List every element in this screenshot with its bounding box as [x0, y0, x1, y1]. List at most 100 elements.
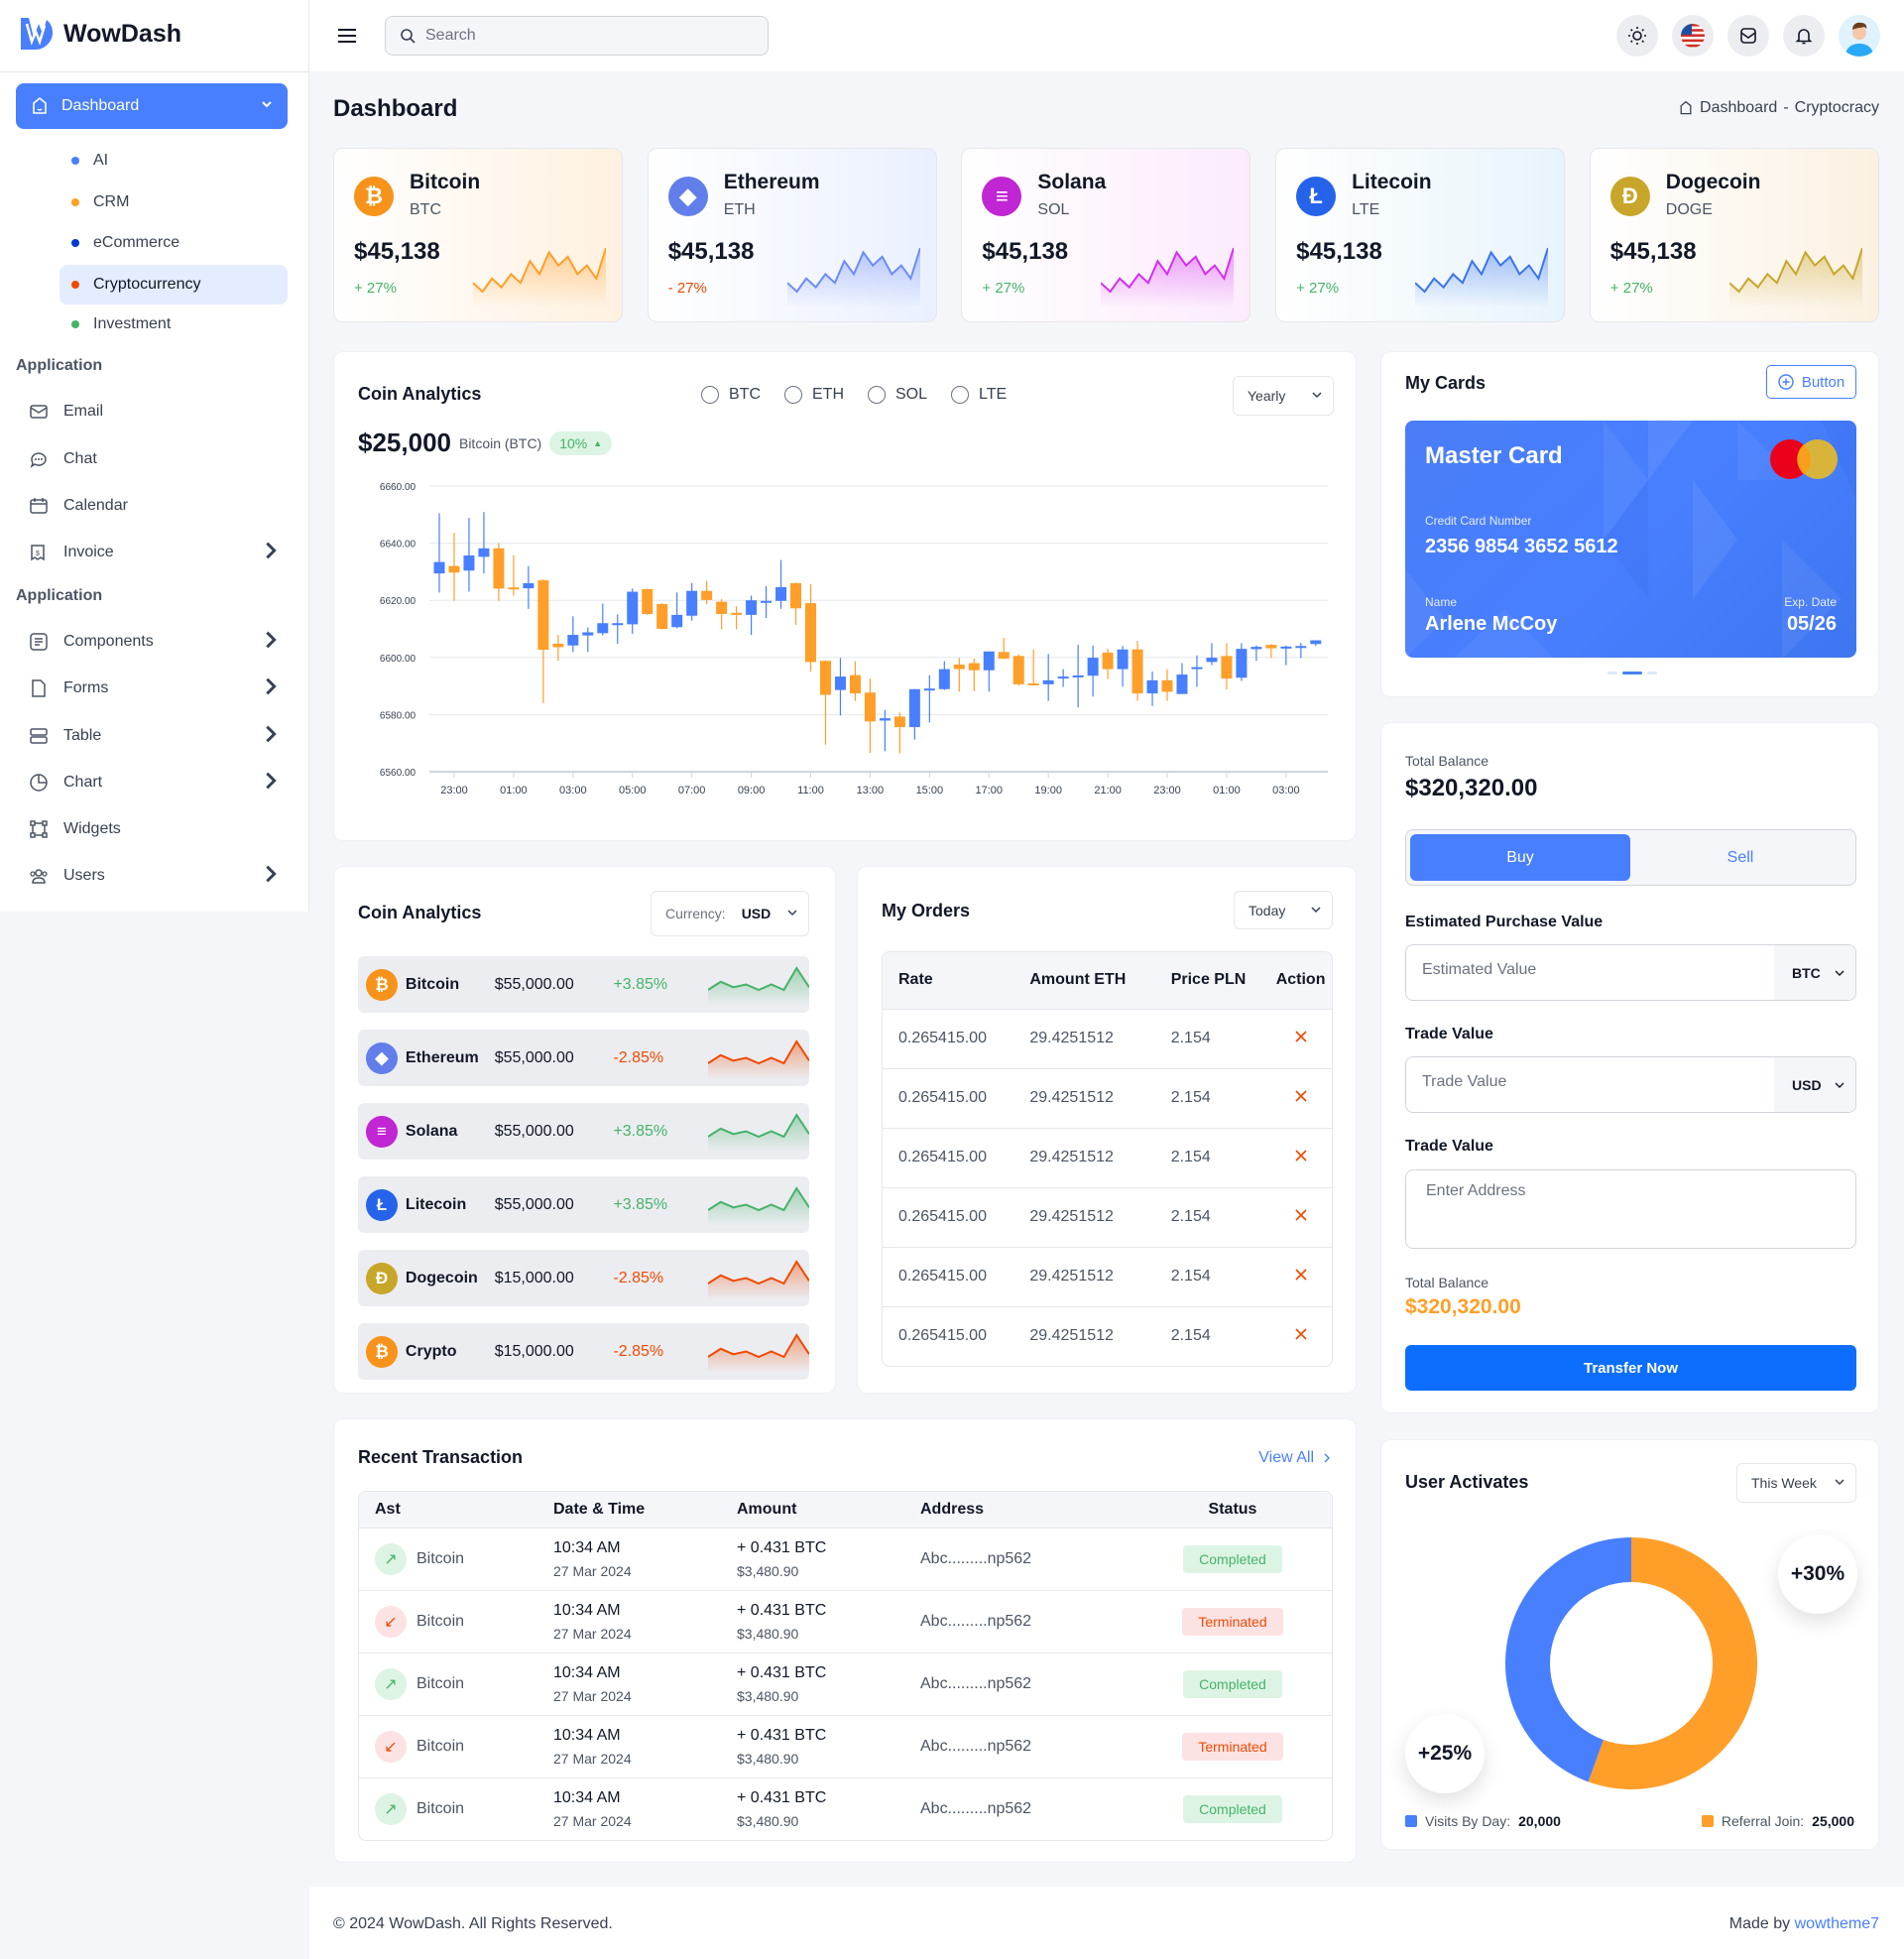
- close-icon[interactable]: [1294, 1149, 1308, 1163]
- radio-label: LTE: [979, 386, 1008, 403]
- radio-label: SOL: [895, 386, 928, 403]
- messages-button[interactable]: [1727, 15, 1769, 57]
- logo[interactable]: WowDash: [18, 16, 181, 52]
- donut-segment[interactable]: [1505, 1537, 1631, 1782]
- coin-name: Dogecoin: [1665, 171, 1761, 193]
- close-icon[interactable]: [1294, 1268, 1308, 1282]
- y-tick-label: 6620.00: [380, 596, 416, 607]
- carousel-dot[interactable]: [1607, 672, 1617, 674]
- coin-card-sol[interactable]: ≡ Solana SOL $45,138 + 27%: [961, 148, 1251, 322]
- close-icon[interactable]: [1294, 1030, 1308, 1043]
- coin-row[interactable]: ₿ Crypto $15,000.00 -2.85%: [358, 1323, 809, 1380]
- components-icon: [30, 633, 48, 651]
- home-icon: [1680, 100, 1692, 115]
- coin-radio-eth[interactable]: ETH: [784, 386, 844, 404]
- sidebar-item-invoice[interactable]: $ Invoice: [16, 533, 288, 572]
- carousel-dot[interactable]: [1647, 672, 1657, 674]
- sparkline-line: [708, 1039, 809, 1064]
- litecoin-icon: Ł: [1296, 177, 1337, 216]
- orders-period-select[interactable]: Today: [1234, 891, 1333, 929]
- sidebar-item-forms[interactable]: Forms: [16, 669, 288, 708]
- caret-up-icon: ▲: [593, 437, 603, 448]
- radio-circle[interactable]: [868, 386, 886, 404]
- bell-icon: [1795, 29, 1813, 45]
- coin-price: $15,000.00: [494, 1269, 574, 1286]
- add-card-button[interactable]: Button: [1766, 365, 1856, 399]
- user-avatar[interactable]: [1839, 15, 1880, 57]
- theme-toggle-button[interactable]: [1616, 15, 1658, 57]
- sidebar-item-label: Calendar: [63, 497, 128, 514]
- estimated-currency-select[interactable]: BTC: [1774, 945, 1855, 1000]
- sidebar-subitem-ai[interactable]: AI: [60, 141, 288, 181]
- arrow-up-right-icon: ↗: [375, 1542, 407, 1575]
- candle-body: [597, 623, 609, 634]
- credit-card[interactable]: Master Card Credit Card Number 2356 9854…: [1405, 421, 1856, 658]
- sidebar-item-calendar[interactable]: Calendar: [16, 486, 288, 526]
- x-tick-label: 01:00: [500, 785, 528, 796]
- breadcrumb-link-dashboard[interactable]: Dashboard: [1700, 99, 1778, 116]
- coin-change: -2.85%: [613, 1048, 664, 1066]
- coin-card-eth[interactable]: ◆ Ethereum ETH $45,138 - 27%: [647, 148, 937, 322]
- donut-segment[interactable]: [1588, 1537, 1757, 1789]
- coin-analytics-panel: Coin Analytics BTC ETH SOL LTE Yearly $25,0…: [333, 351, 1357, 841]
- period-select[interactable]: Yearly: [1233, 376, 1334, 416]
- coin-row[interactable]: Đ Dogecoin $15,000.00 -2.85%: [358, 1250, 809, 1306]
- coin-row[interactable]: Ł Litecoin $55,000.00 +3.85%: [358, 1176, 809, 1233]
- author-link[interactable]: wowtheme7: [1794, 1915, 1879, 1932]
- sidebar-item-email[interactable]: Email: [16, 392, 288, 431]
- sidebar-subitem-investment[interactable]: Investment: [60, 305, 288, 344]
- activity-period-select[interactable]: This Week: [1736, 1463, 1856, 1503]
- carousel-dot-active[interactable]: [1622, 672, 1642, 674]
- radio-circle[interactable]: [951, 386, 970, 404]
- view-all-link[interactable]: View All: [1258, 1449, 1332, 1467]
- close-icon[interactable]: [1294, 1208, 1308, 1222]
- trade-currency-select[interactable]: USD: [1774, 1057, 1855, 1112]
- coin-radio-sol[interactable]: SOL: [868, 386, 927, 404]
- sell-tab[interactable]: Sell: [1726, 848, 1754, 866]
- close-icon[interactable]: [1294, 1327, 1308, 1341]
- language-button[interactable]: [1672, 15, 1714, 57]
- trade-value-input[interactable]: Trade Value USD: [1405, 1056, 1856, 1113]
- coin-row[interactable]: ≡ Solana $55,000.00 +3.85%: [358, 1103, 809, 1160]
- tx-usd: $3,480.90: [737, 1812, 799, 1829]
- coin-card-btc[interactable]: ₿ Bitcoin BTC $45,138 + 27%: [333, 148, 623, 322]
- sidebar-subitem-ecommerce[interactable]: eCommerce: [60, 223, 288, 263]
- coin-card-lte[interactable]: Ł Litecoin LTE $45,138 + 27%: [1275, 148, 1566, 322]
- bullet-dot-icon: [71, 157, 79, 165]
- buy-tab[interactable]: Buy: [1410, 834, 1630, 881]
- radio-circle[interactable]: [701, 386, 719, 404]
- sidebar-item-chat[interactable]: Chat: [16, 439, 288, 479]
- coin-radio-btc[interactable]: BTC: [701, 386, 761, 404]
- coin-card-doge[interactable]: Đ Dogecoin DOGE $45,138 + 27%: [1589, 148, 1879, 322]
- close-icon[interactable]: [1294, 1089, 1308, 1103]
- coin-symbol: SOL: [1037, 201, 1070, 218]
- coin-row[interactable]: ◆ Ethereum $55,000.00 -2.85%: [358, 1030, 809, 1086]
- tx-amount: + 0.431 BTC: [737, 1726, 827, 1744]
- sidebar-item-components[interactable]: Components: [16, 622, 288, 662]
- transfer-now-button[interactable]: Transfer Now: [1405, 1345, 1856, 1391]
- status-cell: Completed: [1133, 1652, 1332, 1715]
- sidebar-item-users[interactable]: Users: [16, 856, 288, 896]
- sidebar-item-widgets[interactable]: Widgets: [16, 809, 288, 849]
- sidebar-subitem-crm[interactable]: CRM: [60, 183, 288, 222]
- radio-circle[interactable]: [784, 386, 802, 404]
- column-header: Amount: [721, 1492, 904, 1528]
- datetime-cell: 10:34 AM 27 Mar 2024: [537, 1652, 721, 1715]
- sparkline-line: [708, 1332, 809, 1358]
- chevron-down-icon: [260, 97, 274, 116]
- address-textarea[interactable]: Enter Address: [1405, 1169, 1856, 1249]
- coin-name: Solana: [1037, 171, 1107, 193]
- sidebar-item-dashboard[interactable]: Dashboard: [16, 83, 288, 129]
- column-header: Date & Time: [537, 1492, 721, 1528]
- sidebar-item-table[interactable]: Table: [16, 716, 288, 756]
- coin-radio-lte[interactable]: LTE: [951, 386, 1007, 404]
- search-input[interactable]: Search: [385, 16, 769, 56]
- sidebar-item-chart[interactable]: Chart: [16, 763, 288, 802]
- estimated-value-input[interactable]: Estimated Value BTC: [1405, 944, 1856, 1001]
- menu-toggle-icon[interactable]: [335, 24, 359, 53]
- currency-select[interactable]: Currency: USD: [651, 891, 809, 936]
- notifications-button[interactable]: [1783, 15, 1825, 57]
- coin-row[interactable]: ₿ Bitcoin $55,000.00 +3.85%: [358, 956, 809, 1013]
- estimated-label: Estimated Purchase Value: [1405, 914, 1604, 930]
- sidebar-subitem-cryptocurrency[interactable]: Cryptocurrency: [60, 265, 288, 305]
